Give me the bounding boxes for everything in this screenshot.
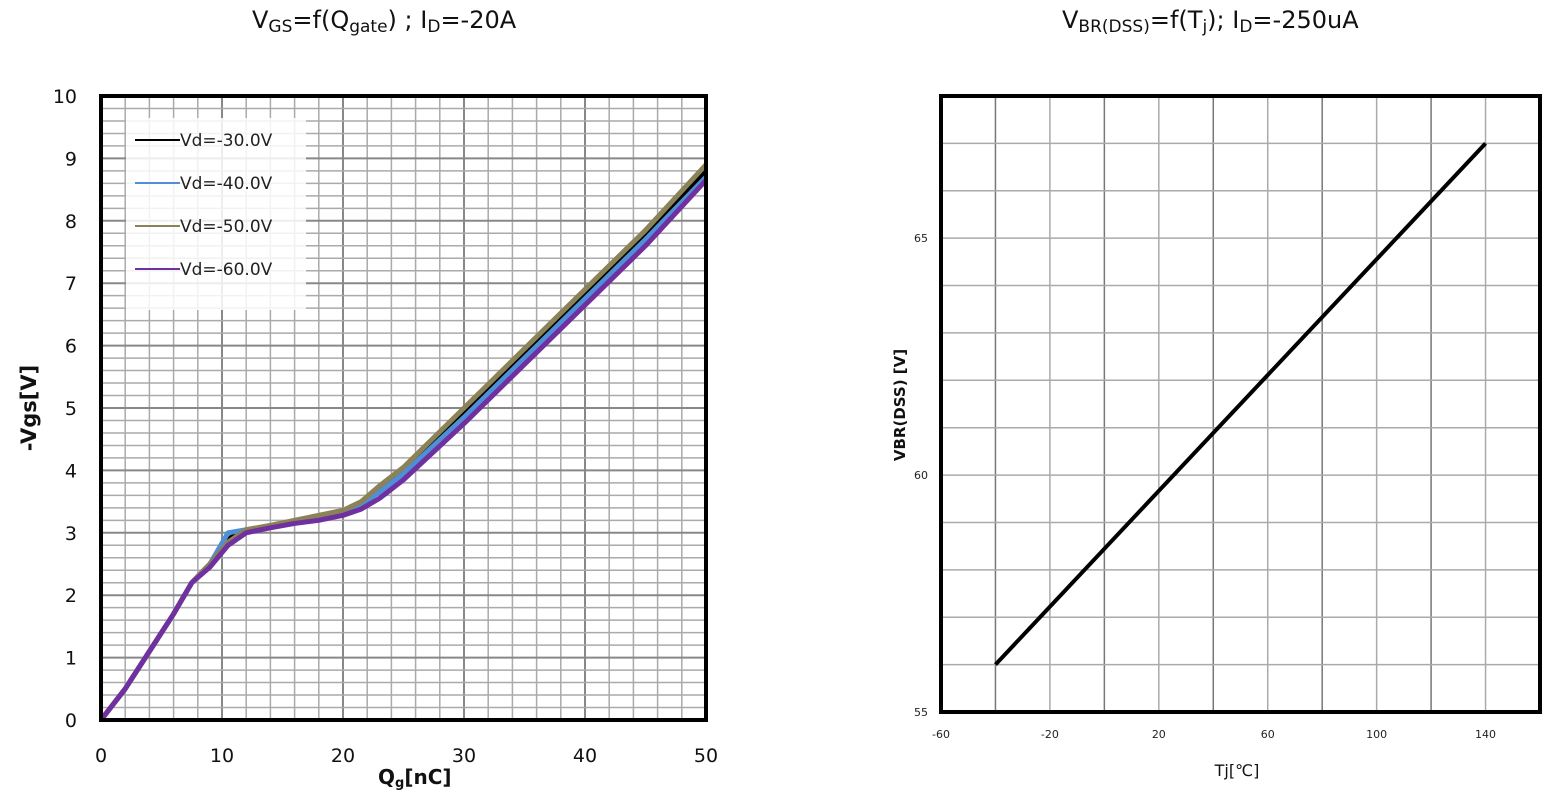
y-tick-label: 0 [65, 710, 77, 732]
right-plot: -60 -20 20 60 100 140 55 60 65 Tj[℃] VBR(DSS) [V] [891, 94, 1542, 780]
y-tick-label: 7 [65, 273, 77, 295]
y-tick-label: 5 [65, 398, 77, 420]
y-tick-label: 9 [65, 148, 77, 170]
title-part: gate [349, 17, 388, 37]
y-tick-label: 3 [65, 523, 77, 545]
plot-frame [99, 94, 708, 722]
title-part: =-250uA [1252, 6, 1359, 34]
y-tick-label: 6 [65, 336, 77, 358]
y-tick-label: 1 [65, 648, 77, 670]
y-axis-label: VBR(DSS) [V] [891, 349, 909, 461]
x-tick-label: 140 [1475, 728, 1496, 741]
right-chart-title: VBR(DSS)=f(Tj); ID=-250uA [1062, 6, 1359, 37]
legend-label: Vd=-30.0V [180, 131, 273, 151]
title-part: ); I [1207, 6, 1240, 34]
y-tick-label: 55 [914, 706, 928, 719]
title-part: D [427, 17, 441, 37]
series-line-3 [99, 178, 708, 722]
title-part: =-20A [440, 6, 517, 34]
plot-frame [939, 94, 1542, 714]
legend-label: Vd=-40.0V [180, 174, 273, 194]
y-tick-label: 60 [914, 469, 928, 482]
title-part: j [1202, 17, 1208, 37]
x-axis-label: Tj[℃] [1214, 761, 1260, 780]
x-tick-label: -20 [1041, 728, 1059, 741]
x-tick-label: 100 [1366, 728, 1387, 741]
title-part: =f(Q [292, 6, 350, 34]
x-tick-label: 40 [573, 745, 597, 767]
y-tick-label: 2 [65, 585, 77, 607]
title-part: =f(T [1149, 6, 1203, 34]
title-part: V [1062, 6, 1079, 34]
y-tick-label: 10 [53, 86, 77, 108]
x-tick-label: 10 [210, 745, 234, 767]
title-part: D [1239, 17, 1253, 37]
x-tick-label: 0 [95, 745, 107, 767]
x-tick-label: -60 [932, 728, 950, 741]
x-tick-label: 20 [1152, 728, 1166, 741]
series-line-0 [993, 142, 1488, 666]
x-axis-label: Qg[nC] [378, 765, 452, 791]
x-tick-label: 30 [452, 745, 476, 767]
x-tick-label: 50 [694, 745, 718, 767]
title-part: BR(DSS) [1078, 17, 1150, 37]
title-part: V [252, 6, 269, 34]
y-tick-label: 4 [65, 460, 77, 482]
y-tick-label: 8 [65, 211, 77, 233]
left-chart-title: VGS=f(Qgate) ; ID=-20A [252, 6, 516, 37]
legend-label: Vd=-60.0V [180, 260, 273, 280]
x-tick-label: 60 [1261, 728, 1275, 741]
y-tick-label: 65 [914, 232, 928, 245]
title-part: ) ; I [387, 6, 428, 34]
legend-box [126, 118, 306, 310]
title-part: GS [268, 17, 293, 37]
x-tick-label: 20 [331, 745, 355, 767]
legend-label: Vd=-50.0V [180, 217, 273, 237]
y-axis-label: -Vgs[V] [17, 365, 41, 451]
